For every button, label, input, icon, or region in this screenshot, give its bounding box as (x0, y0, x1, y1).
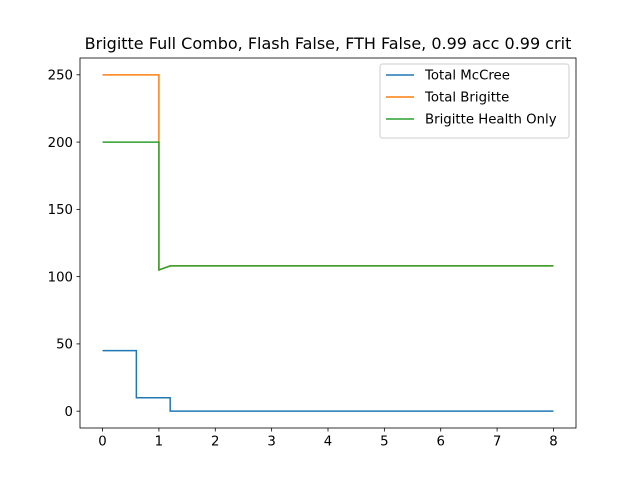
legend-label-2: Total Brigitte (424, 91, 509, 106)
y-tick-label: 50 (56, 338, 73, 353)
legend-box (379, 63, 570, 139)
series-line-1 (102, 349, 554, 412)
y-tick-label: 250 (48, 69, 73, 84)
axes: 0 1 2 3 4 5 6 7 8 0 50 100 150 200 250 (48, 57, 577, 450)
x-tick-label: 4 (324, 435, 332, 450)
y-tick-label: 100 (48, 270, 73, 285)
x-tick-label: 7 (493, 435, 501, 450)
chart-title: Brigitte Full Combo, Flash False, FTH Fa… (85, 34, 572, 53)
x-tick-label: 0 (98, 435, 106, 450)
series-line-3 (102, 141, 554, 271)
legend-label-1: Total McCree (424, 69, 510, 84)
x-tick-label: 8 (549, 435, 557, 450)
x-tick-label: 6 (436, 435, 444, 450)
legend: Total McCree Total Brigitte Brigitte Healt… (379, 63, 570, 139)
x-tick-label: 3 (267, 435, 275, 450)
legend-label-3: Brigitte Health Only (425, 113, 557, 128)
x-tick-label: 5 (380, 435, 388, 450)
y-tick-label: 0 (65, 405, 73, 420)
plot-lines (102, 74, 554, 412)
y-tick-label: 200 (48, 136, 73, 151)
x-tick-label: 2 (211, 435, 219, 450)
y-tick-label: 150 (48, 203, 73, 218)
x-tick-label: 1 (155, 435, 163, 450)
